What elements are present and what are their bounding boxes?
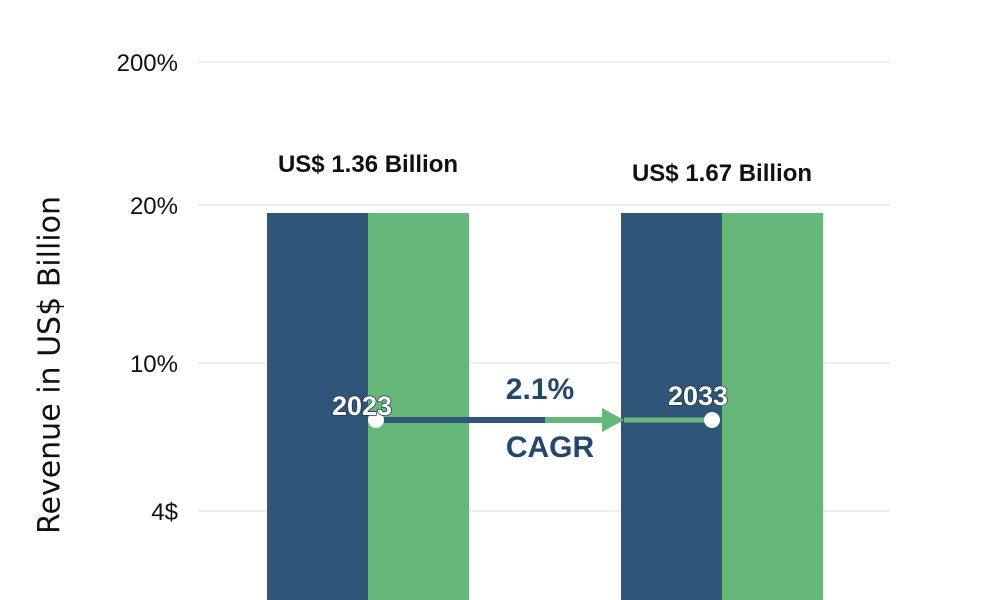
cagr-value: 2.1% bbox=[506, 373, 574, 406]
value-label-2033: US$ 1.67 Billion bbox=[632, 160, 812, 187]
marker-2023 bbox=[368, 412, 384, 428]
cagr-label: CAGR bbox=[506, 431, 595, 464]
year-label-2023: 2023 bbox=[332, 391, 392, 421]
y-tick-label: 10% bbox=[130, 351, 178, 378]
y-axis-label: Revenue in US$ Billion bbox=[32, 196, 68, 534]
y-tick-labels: 200% 20% 10% 4$ bbox=[117, 50, 178, 526]
bars bbox=[267, 213, 823, 600]
bar-2033-right bbox=[722, 213, 823, 600]
bar-2033-left bbox=[621, 213, 722, 600]
y-tick-label: 20% bbox=[130, 193, 178, 220]
year-label-2033: 2033 bbox=[668, 381, 728, 411]
arrow-head bbox=[602, 408, 624, 432]
y-tick-label: 200% bbox=[117, 50, 178, 77]
bar-2023-left bbox=[267, 213, 368, 600]
value-label-2023: US$ 1.36 Billion bbox=[278, 151, 458, 178]
cagr-arrow bbox=[376, 408, 712, 432]
labels: US$ 1.36 Billion US$ 1.67 Billion 2023 2033… bbox=[278, 151, 812, 464]
y-tick-label: 4$ bbox=[151, 499, 178, 526]
bar-2023-right bbox=[368, 213, 469, 600]
marker-2033 bbox=[704, 412, 720, 428]
